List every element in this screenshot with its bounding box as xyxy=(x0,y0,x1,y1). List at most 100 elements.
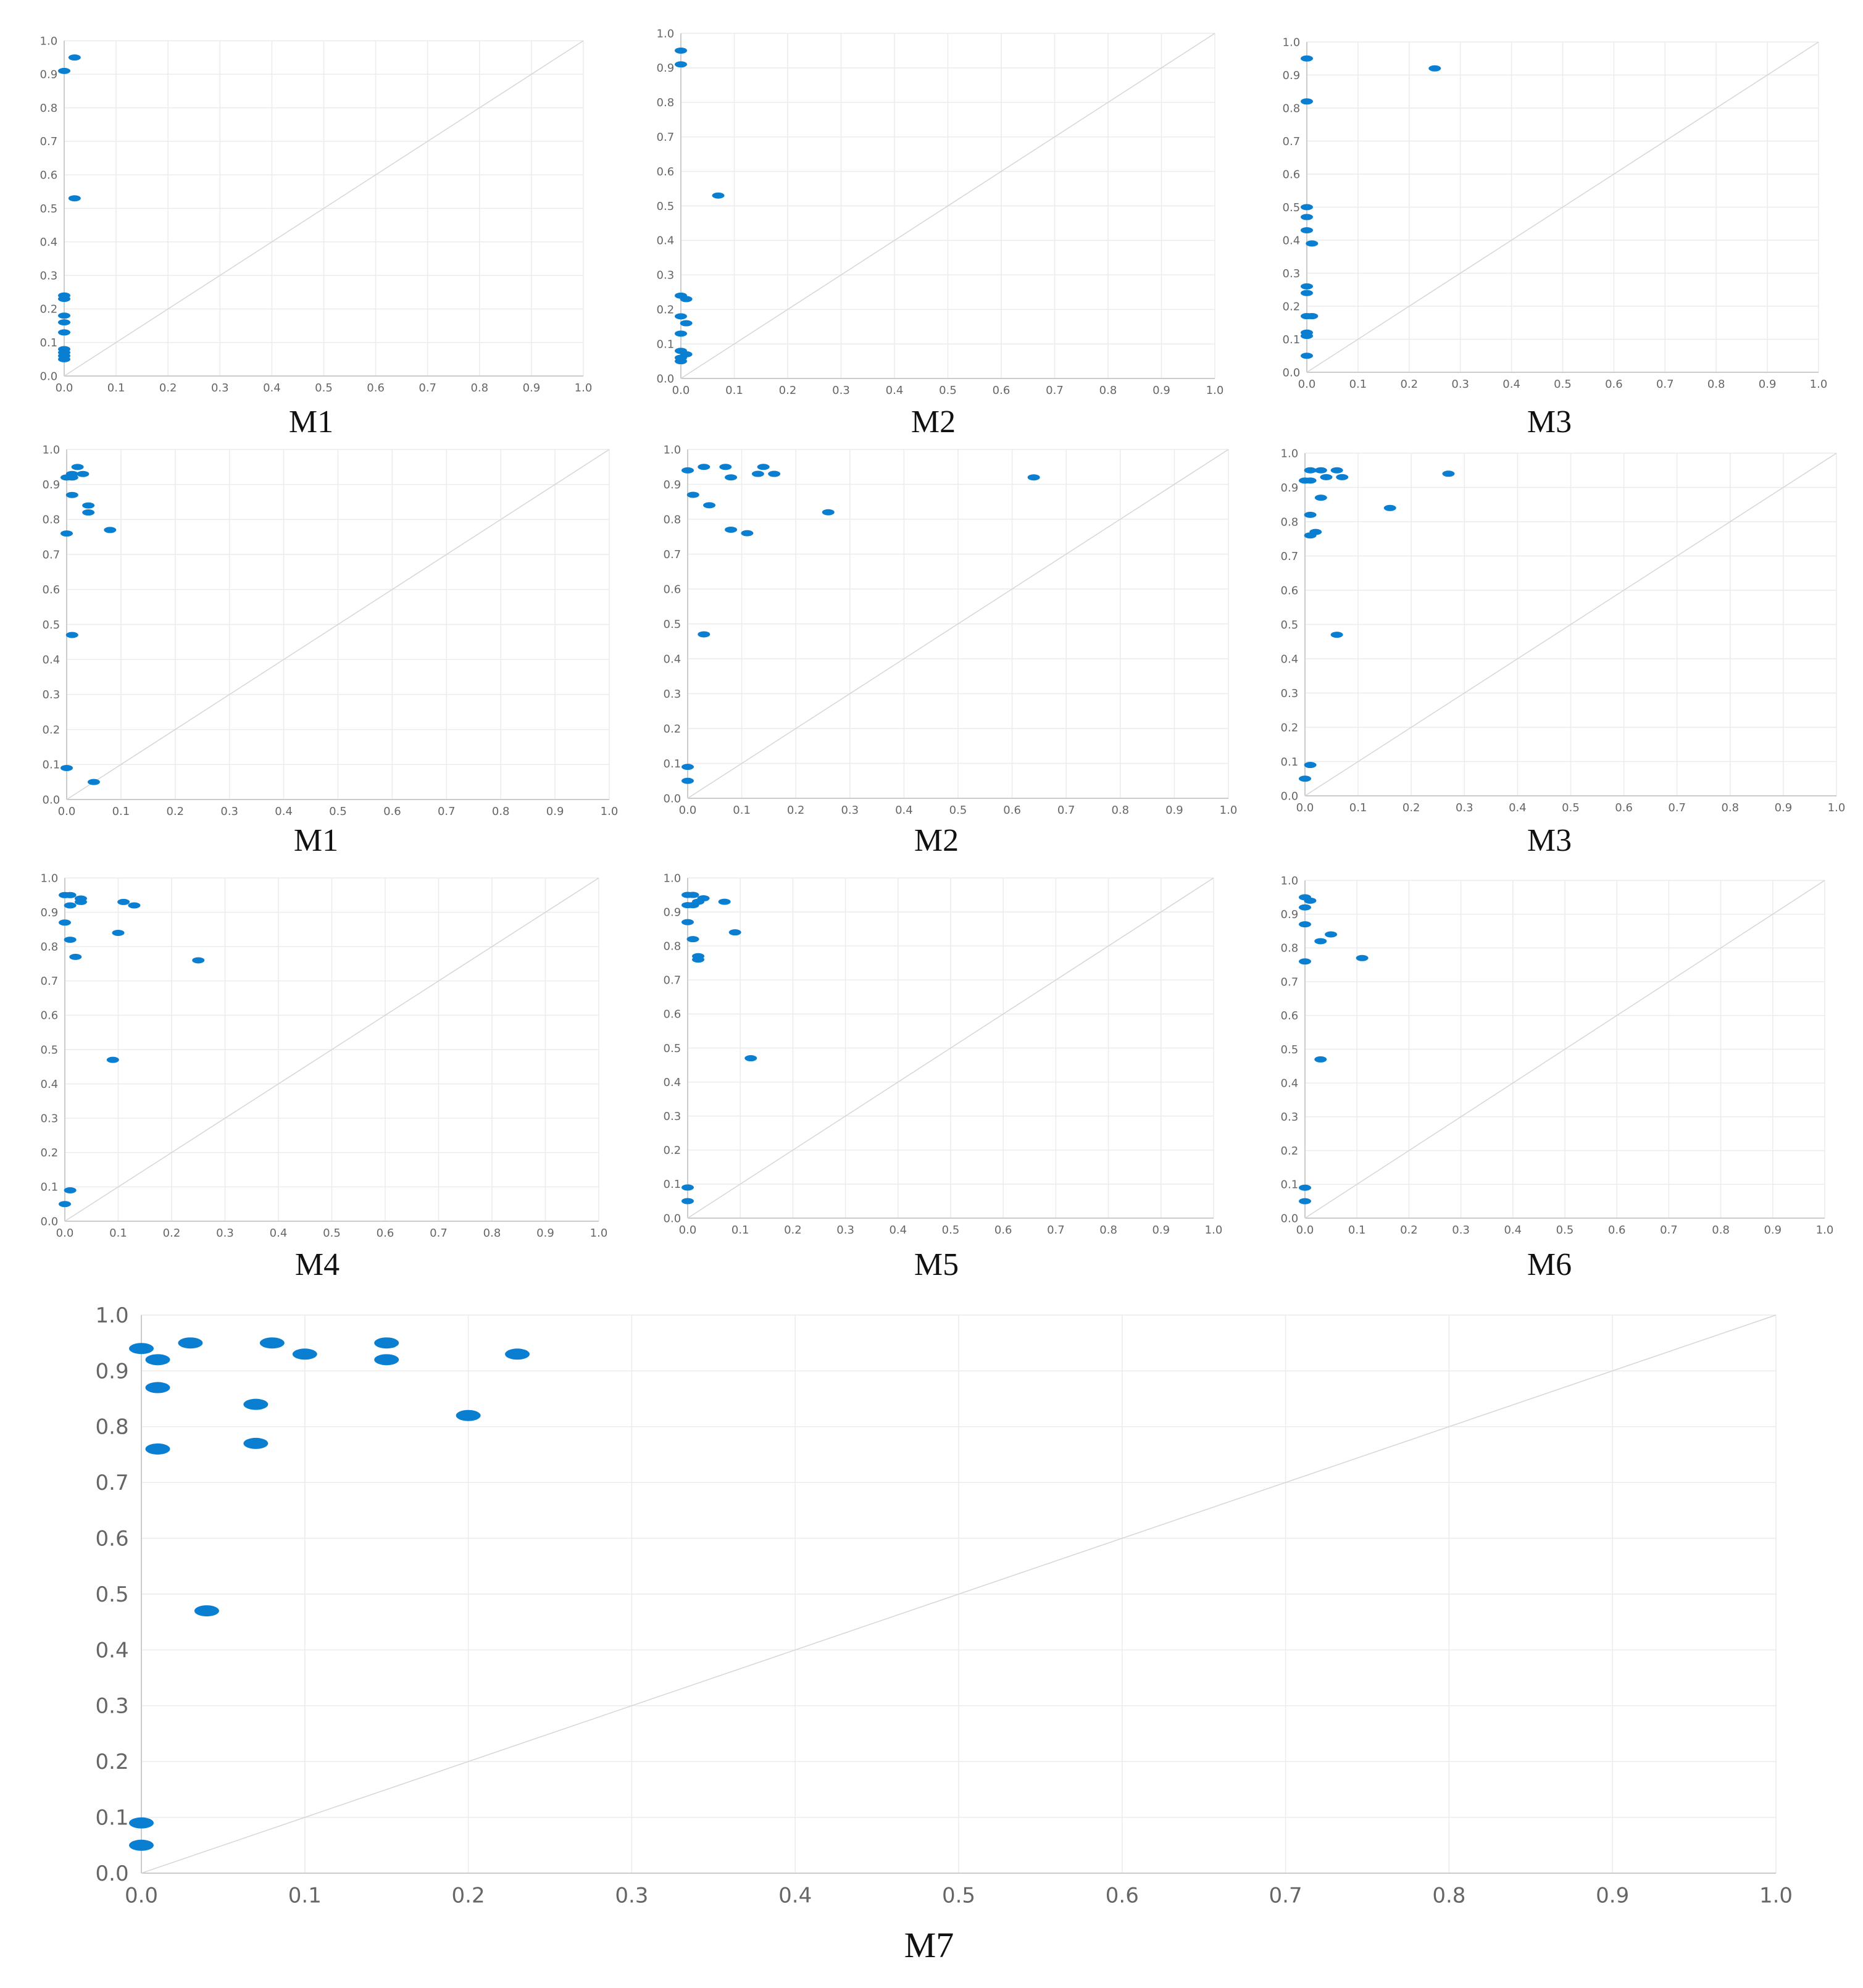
y-tick-label: 0.5 xyxy=(1281,1043,1299,1056)
x-tick-label: 0.8 xyxy=(1707,378,1725,391)
scatter-point xyxy=(725,474,738,481)
y-tick-label: 0.0 xyxy=(664,792,681,805)
x-tick-label: 0.4 xyxy=(1504,1224,1522,1237)
y-tick-label: 0.3 xyxy=(1281,687,1299,700)
x-tick-label: 0.2 xyxy=(1402,801,1420,814)
scatter-point xyxy=(1299,775,1311,782)
scatter-point xyxy=(675,358,687,365)
scatter-point xyxy=(64,1187,77,1193)
chart-panel-8: 0.0 0.1 0.2 0.3 0.4 0.5 0.6 0.7 0.8 0.9 1.0 0.0 0.1 0… xyxy=(664,872,1223,1282)
scatter-point xyxy=(744,1055,757,1062)
x-tick-label: 0.1 xyxy=(733,804,751,817)
y-tick-label: 0.4 xyxy=(1281,1077,1299,1090)
scatter-point xyxy=(178,1337,203,1349)
x-tick-label: 0.3 xyxy=(1456,801,1473,814)
y-tick-label: 0.4 xyxy=(41,1078,59,1091)
y-tick-label: 0.0 xyxy=(1283,366,1301,379)
x-tick-label: 0.7 xyxy=(1057,804,1075,817)
chart-panel-9: 0.0 0.1 0.2 0.3 0.4 0.5 0.6 0.7 0.8 0.9 1.0 0.0 0.1 0… xyxy=(1281,874,1834,1282)
y-tick-label: 0.8 xyxy=(43,514,60,527)
scatter-point xyxy=(1320,474,1333,480)
x-tick-label: 0.6 xyxy=(1106,1884,1139,1908)
scatter-point xyxy=(1330,467,1343,474)
y-tick-label: 0.6 xyxy=(1283,168,1301,181)
y-tick-label: 0.1 xyxy=(1283,333,1301,346)
scatter-point xyxy=(58,356,70,362)
scatter-point xyxy=(686,902,699,909)
chart-caption: M7 xyxy=(904,1925,954,1965)
y-tick-label: 0.4 xyxy=(43,654,60,667)
scatter-point xyxy=(675,61,687,68)
y-tick-label: 0.1 xyxy=(657,338,675,351)
y-tick-label: 0.5 xyxy=(1283,201,1301,214)
scatter-point xyxy=(243,1437,269,1449)
x-tick-label: 0.5 xyxy=(1556,1224,1574,1237)
scatter-point xyxy=(1301,214,1313,220)
y-tick-label: 0.8 xyxy=(664,940,681,953)
y-tick-label: 0.9 xyxy=(1283,69,1301,82)
scatter-point xyxy=(680,320,693,327)
diagonal-reference-line xyxy=(64,877,599,1222)
x-tick-label: 0.1 xyxy=(731,1224,749,1237)
chart-panel-1: 0.0 0.1 0.2 0.3 0.4 0.5 0.6 0.7 0.8 0.9 1.0 0.0 0.1 0… xyxy=(40,35,593,440)
y-tick-label: 0.9 xyxy=(1281,908,1299,921)
x-tick-label: 0.6 xyxy=(383,805,401,818)
y-tick-label: 0.6 xyxy=(664,1008,681,1021)
scatter-point xyxy=(129,1817,154,1829)
diagonal-reference-line xyxy=(687,877,1214,1219)
x-tick-label: 0.9 xyxy=(523,382,541,395)
scatter-point xyxy=(65,632,78,638)
x-tick-label: 0.9 xyxy=(1759,378,1777,391)
x-tick-label: 0.0 xyxy=(1298,378,1316,391)
x-tick-label: 0.9 xyxy=(1152,384,1170,397)
diagonal-reference-line xyxy=(64,40,584,377)
y-tick-label: 0.2 xyxy=(664,1144,681,1157)
scatter-point xyxy=(59,919,71,926)
x-tick-label: 0.0 xyxy=(672,384,690,397)
y-tick-label: 0.4 xyxy=(1281,653,1299,666)
scatter-point xyxy=(712,192,725,199)
scatter-point xyxy=(1304,467,1317,474)
y-tick-label: 0.3 xyxy=(43,688,60,701)
y-tick-label: 0.2 xyxy=(1281,721,1299,734)
scatter-point xyxy=(58,319,70,326)
y-tick-label: 0.6 xyxy=(1281,584,1299,597)
scatter-point xyxy=(1314,495,1327,501)
diagonal-reference-line xyxy=(141,1314,1777,1874)
scatter-point xyxy=(1301,98,1313,105)
x-tick-label: 0.3 xyxy=(841,804,859,817)
chart-panel-6: 0.0 0.1 0.2 0.3 0.4 0.5 0.6 0.7 0.8 0.9 1.0 0.0 0.1 0… xyxy=(1281,447,1846,858)
y-tick-label: 0.3 xyxy=(96,1694,129,1719)
y-tick-label: 0.3 xyxy=(40,269,58,282)
x-tick-label: 0.9 xyxy=(536,1227,554,1240)
y-tick-label: 1.0 xyxy=(1281,447,1299,460)
chart-panel-5: 0.0 0.1 0.2 0.3 0.4 0.5 0.6 0.7 0.8 0.9 1.0 0.0 0.1 0… xyxy=(664,443,1238,858)
scatter-point xyxy=(1299,958,1311,965)
scatter-point xyxy=(1299,904,1311,911)
x-tick-label: 0.8 xyxy=(1099,384,1117,397)
x-tick-label: 0.5 xyxy=(315,382,333,395)
x-tick-label: 1.0 xyxy=(1816,1224,1834,1237)
y-tick-label: 0.1 xyxy=(96,1806,129,1831)
scatter-point xyxy=(259,1337,285,1349)
x-tick-label: 0.5 xyxy=(949,804,967,817)
x-tick-label: 0.4 xyxy=(263,382,281,395)
chart-panel-10: 0.0 0.1 0.2 0.3 0.4 0.5 0.6 0.7 0.8 0.9 1.0 0.0 0.1 0… xyxy=(96,1303,1793,1965)
x-tick-label: 1.0 xyxy=(1220,804,1238,817)
diagonal-reference-line xyxy=(1304,880,1825,1219)
scatter-point xyxy=(686,892,699,898)
y-tick-label: 0.8 xyxy=(1281,516,1299,528)
chart-panel-3: 0.0 0.1 0.2 0.3 0.4 0.5 0.6 0.7 0.8 0.9 1.0 0.0 0.1 0… xyxy=(1283,36,1828,440)
scatter-point xyxy=(128,902,141,909)
x-tick-label: 1.0 xyxy=(1828,801,1846,814)
y-tick-label: 0.5 xyxy=(657,200,675,213)
scatter-point xyxy=(728,929,741,936)
scatter-point xyxy=(681,467,694,474)
x-tick-label: 0.3 xyxy=(1451,378,1469,391)
y-tick-label: 0.2 xyxy=(657,304,675,317)
y-tick-label: 0.2 xyxy=(43,724,60,737)
y-tick-label: 0.1 xyxy=(1281,756,1299,769)
y-tick-label: 0.8 xyxy=(40,102,58,115)
y-tick-label: 1.0 xyxy=(657,27,675,40)
